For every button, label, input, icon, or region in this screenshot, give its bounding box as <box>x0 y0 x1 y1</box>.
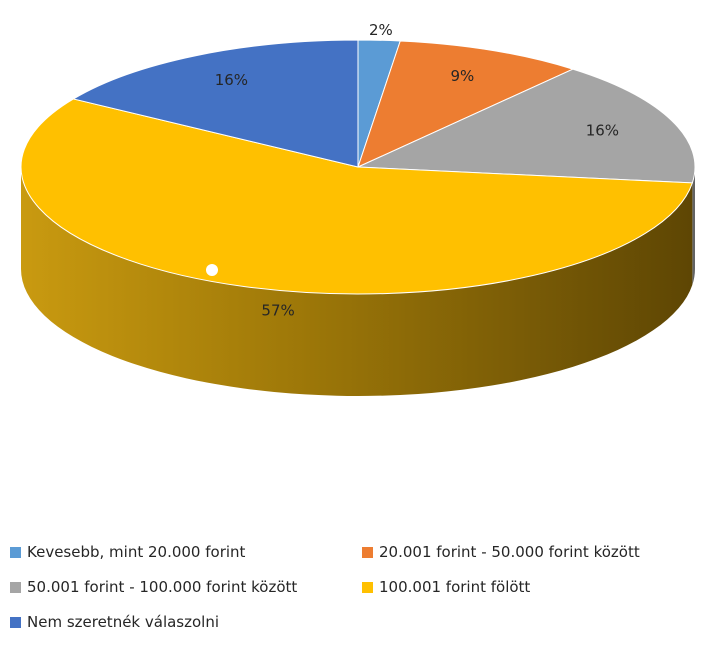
legend-label-4: Nem szeretnék válaszolni <box>27 613 219 631</box>
legend-swatch-1 <box>362 547 373 558</box>
legend-swatch-0 <box>10 547 21 558</box>
pie-label-2: 16% <box>586 122 619 140</box>
legend-swatch-4 <box>10 617 21 628</box>
pie-slices <box>21 40 695 294</box>
marker-dot <box>206 264 218 276</box>
pie-chart: 2% 9% 16% 57% 16% <box>0 0 705 470</box>
legend-row: Nem szeretnék válaszolni <box>10 608 705 636</box>
legend-row: 50.001 forint - 100.000 forint között 10… <box>10 573 705 601</box>
legend-label-2: 50.001 forint - 100.000 forint között <box>27 578 297 596</box>
legend-row: Kevesebb, mint 20.000 forint 20.001 fori… <box>10 538 705 566</box>
legend-item-3: 100.001 forint fölött <box>362 578 530 596</box>
pie-label-0: 2% <box>369 21 393 39</box>
legend-swatch-3 <box>362 582 373 593</box>
pie-label-3: 57% <box>261 302 294 320</box>
pie-label-1: 9% <box>450 67 474 85</box>
pie-side-2 <box>692 167 695 285</box>
legend-label-3: 100.001 forint fölött <box>379 578 530 596</box>
legend-item-0: Kevesebb, mint 20.000 forint <box>10 543 362 561</box>
legend: Kevesebb, mint 20.000 forint 20.001 fori… <box>10 538 705 643</box>
legend-item-4: Nem szeretnék válaszolni <box>10 613 362 631</box>
legend-item-1: 20.001 forint - 50.000 forint között <box>362 543 640 561</box>
legend-swatch-2 <box>10 582 21 593</box>
legend-label-0: Kevesebb, mint 20.000 forint <box>27 543 245 561</box>
legend-item-2: 50.001 forint - 100.000 forint között <box>10 578 362 596</box>
pie-label-4: 16% <box>215 71 248 89</box>
legend-label-1: 20.001 forint - 50.000 forint között <box>379 543 640 561</box>
